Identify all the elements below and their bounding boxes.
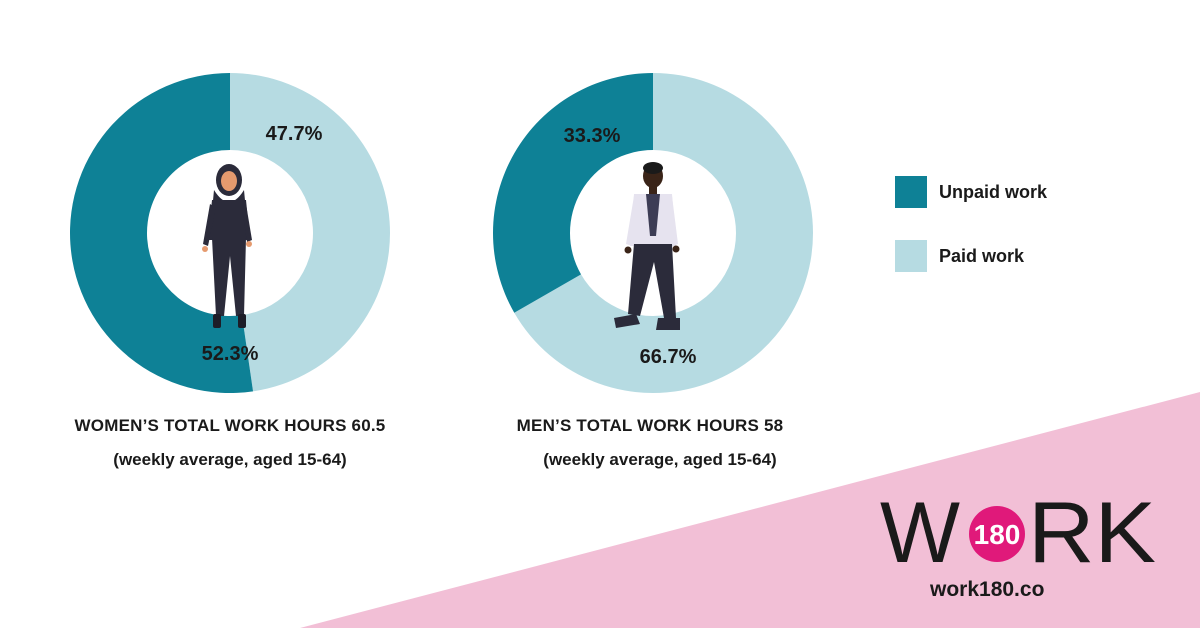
donut-slice-paid [514,73,813,394]
donut-slice-paid [230,73,391,392]
legend-item-unpaid: Unpaid work [895,176,1047,208]
women-chart-title: WOMEN’S TOTAL WORK HOURS 60.5 [74,416,386,435]
legend-label-paid: Paid work [939,245,1025,266]
work180-logo: W 180 RK [880,488,1156,574]
legend-swatch-unpaid [895,176,927,208]
legend-swatch-paid [895,240,927,272]
woman-figure-icon [202,164,252,328]
logo-badge-text: 180 [974,519,1021,550]
men-chart-subtitle: (weekly average, aged 15-64) [543,450,777,469]
brand-url: work180.co [930,578,1045,601]
logo-text-right: RK [1028,488,1156,574]
legend-item-paid: Paid work [895,240,1047,272]
logo-badge [969,506,1025,562]
women-donut-chart: 47.7% 52.3% [70,73,391,393]
chart-legend: Unpaid work Paid work [895,176,1047,304]
pink-background-band [300,392,1200,628]
donut-data-label: 33.3% [564,125,621,147]
legend-label-unpaid: Unpaid work [939,181,1048,202]
logo-text-left: W [880,488,960,574]
donut-data-label: 47.7% [266,123,323,145]
men-chart-title: MEN’S TOTAL WORK HOURS 58 [516,416,784,435]
donut-data-label: 52.3% [202,343,259,365]
women-chart-subtitle: (weekly average, aged 15-64) [113,450,347,469]
donut-data-label: 66.7% [640,346,697,368]
donut-slice-unpaid [70,73,254,393]
man-figure-icon [614,162,680,330]
donut-slice-unpaid [492,73,653,313]
men-donut-chart: 66.7% 33.3% [492,73,813,394]
